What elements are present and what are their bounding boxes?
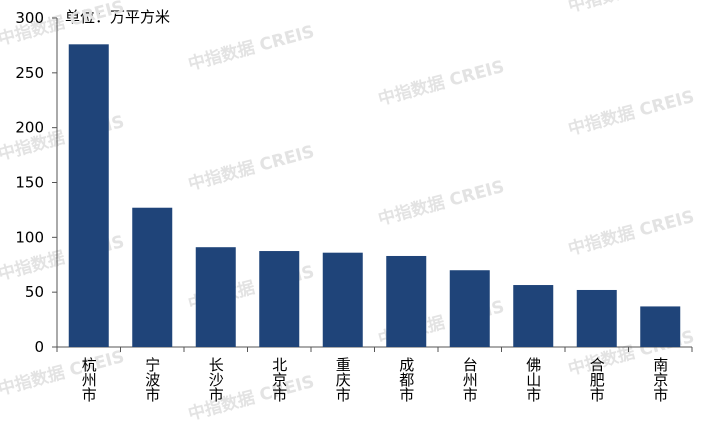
x-tick-label: 台州市 <box>461 357 479 402</box>
y-tick-label: 0 <box>34 338 44 356</box>
watermark: 中指数据 CREIS <box>376 176 507 230</box>
y-tick-label: 200 <box>15 119 44 137</box>
x-tick-label: 长沙市 <box>207 357 225 402</box>
watermark: 中指数据 CREIS <box>566 206 697 260</box>
watermark: 中指数据 CREIS <box>376 56 507 110</box>
watermark: 中指数据 CREIS <box>566 86 697 140</box>
bar <box>195 247 236 347</box>
watermark: 中指数据 CREIS <box>566 0 697 17</box>
x-tick-label: 北京市 <box>270 357 288 402</box>
y-tick-label: 300 <box>15 9 44 27</box>
x-tick-label: 佛山市 <box>524 357 542 402</box>
watermark: 中指数据 CREIS <box>186 371 317 424</box>
bar <box>640 306 681 347</box>
x-tick-label: 宁波市 <box>143 357 161 402</box>
x-tick-label: 合肥市 <box>588 357 606 402</box>
bar <box>132 207 173 347</box>
chart-title: 单位：万平方米 <box>65 8 170 26</box>
watermark: 中指数据 CREIS <box>186 141 317 195</box>
y-tick-label: 100 <box>15 228 44 246</box>
watermark: 中指数据 CREIS <box>0 346 127 400</box>
bar <box>259 251 300 347</box>
bar <box>513 285 554 347</box>
y-tick-label: 250 <box>15 64 44 82</box>
bar <box>322 252 363 347</box>
x-tick-label: 重庆市 <box>334 357 352 402</box>
bar <box>576 289 617 347</box>
x-tick-label: 杭州市 <box>80 357 98 402</box>
bar <box>449 270 490 347</box>
y-tick-label: 50 <box>25 283 44 301</box>
watermark: 中指数据 CREIS <box>186 21 317 75</box>
x-tick-label: 南京市 <box>651 357 669 402</box>
x-tick-label: 成都市 <box>397 357 415 402</box>
bar <box>386 255 427 347</box>
bar <box>68 44 109 347</box>
y-tick-label: 150 <box>15 174 44 192</box>
